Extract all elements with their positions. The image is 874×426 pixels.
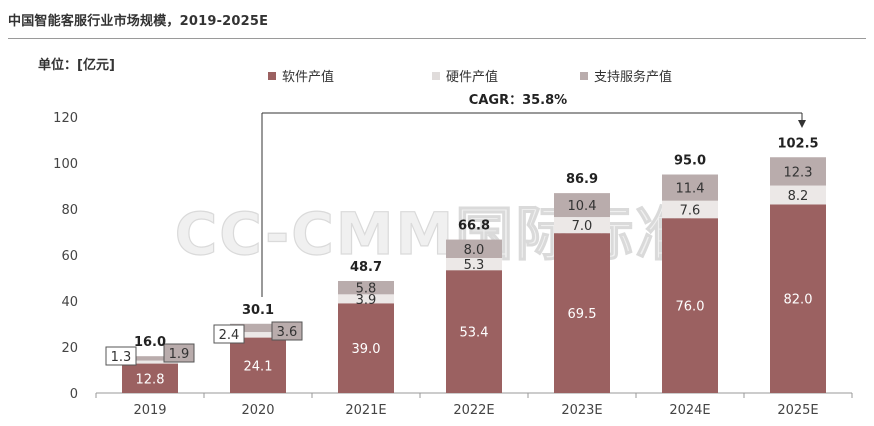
bar-segment-software bbox=[338, 303, 394, 393]
bar-segment-software bbox=[554, 233, 610, 393]
bar-segment-support bbox=[122, 356, 178, 361]
data-label-support: 5.8 bbox=[356, 282, 377, 297]
bar-segment-hardware bbox=[554, 217, 610, 234]
x-tick-label: 2022E bbox=[453, 403, 494, 418]
bar-segment-support bbox=[662, 174, 718, 201]
data-label-support: 12.3 bbox=[784, 165, 813, 180]
x-tick-label: 2020 bbox=[241, 403, 274, 418]
y-tick-label: 0 bbox=[70, 387, 78, 402]
bar-segment-hardware bbox=[230, 332, 286, 338]
total-label: 95.0 bbox=[674, 154, 706, 169]
data-label-support: 10.4 bbox=[568, 199, 597, 214]
x-tick-label: 2024E bbox=[669, 403, 710, 418]
legend-swatch-support bbox=[580, 71, 588, 80]
x-tick-label: 2023E bbox=[561, 403, 602, 418]
unit-label: 单位：[亿元] bbox=[38, 58, 115, 73]
legend-item-support: 支持服务产值 bbox=[580, 66, 672, 85]
bar-segment-support bbox=[770, 157, 826, 186]
y-tick-label: 60 bbox=[61, 249, 78, 264]
bar-segment-hardware bbox=[122, 360, 178, 364]
chart-title: 中国智能客服行业市场规模，2019-2025E bbox=[8, 14, 269, 29]
total-label: 102.5 bbox=[777, 136, 818, 151]
label-box-support bbox=[163, 343, 195, 363]
bar-segment-support bbox=[338, 280, 394, 295]
y-tick-label: 80 bbox=[61, 203, 78, 218]
data-label-software: 82.0 bbox=[784, 293, 813, 308]
y-tick-label: 100 bbox=[53, 157, 78, 172]
bar-segment-support bbox=[230, 323, 286, 333]
cagr-label: CAGR：35.8% bbox=[469, 93, 567, 108]
data-label-hardware: 1.3 bbox=[111, 350, 132, 365]
y-tick-label: 40 bbox=[61, 295, 78, 310]
data-label-software: 53.4 bbox=[460, 326, 489, 341]
bar-segment-software bbox=[770, 204, 826, 393]
bar-segment-hardware bbox=[770, 185, 826, 205]
legend-item-software: 软件产值 bbox=[268, 66, 334, 85]
bar-segment-hardware bbox=[446, 257, 502, 271]
data-label-hardware: 3.9 bbox=[356, 293, 377, 308]
total-label: 30.1 bbox=[242, 303, 274, 318]
legend-label-hardware: 硬件产值 bbox=[446, 70, 499, 85]
x-tick-label: 2025E bbox=[777, 403, 818, 418]
data-label-support: 1.9 bbox=[169, 347, 190, 362]
total-label: 48.7 bbox=[350, 260, 382, 275]
x-tick-label: 2019 bbox=[133, 403, 166, 418]
cagr-arrowhead bbox=[798, 120, 806, 128]
data-label-hardware: 8.2 bbox=[788, 189, 809, 204]
bar-segment-hardware bbox=[662, 200, 718, 219]
data-label-support: 3.6 bbox=[277, 325, 298, 340]
label-box-hardware bbox=[105, 346, 137, 366]
legend-swatch-hardware bbox=[432, 71, 440, 80]
legend-label-software: 软件产值 bbox=[282, 70, 335, 85]
data-label-software: 69.5 bbox=[568, 307, 597, 322]
total-label: 66.8 bbox=[458, 219, 490, 234]
data-label-hardware: 7.6 bbox=[680, 203, 701, 218]
data-label-hardware: 5.3 bbox=[464, 258, 485, 273]
data-label-support: 11.4 bbox=[676, 182, 705, 197]
data-label-hardware: 7.0 bbox=[572, 219, 593, 234]
y-tick-label: 120 bbox=[53, 111, 78, 126]
data-label-support: 8.0 bbox=[464, 243, 485, 258]
bar-segment-software bbox=[446, 270, 502, 393]
legend-swatch-software bbox=[268, 71, 276, 80]
label-box-support bbox=[271, 321, 303, 341]
data-label-software: 39.0 bbox=[352, 342, 381, 357]
bar-segment-support bbox=[446, 239, 502, 258]
total-label: 86.9 bbox=[566, 172, 598, 187]
bar-segment-support bbox=[554, 193, 610, 218]
bar-segment-software bbox=[230, 337, 286, 393]
legend-label-support: 支持服务产值 bbox=[594, 70, 673, 85]
data-label-software: 24.1 bbox=[244, 359, 273, 374]
title-divider bbox=[8, 38, 866, 39]
legend-item-hardware: 硬件产值 bbox=[432, 66, 498, 85]
data-label-software: 76.0 bbox=[676, 300, 705, 315]
bar-segment-software bbox=[662, 218, 718, 393]
bar-segment-software bbox=[122, 363, 178, 393]
legend: 软件产值 硬件产值 支持服务产值 bbox=[0, 66, 874, 86]
y-tick-label: 20 bbox=[61, 341, 78, 356]
data-label-hardware: 2.4 bbox=[219, 328, 240, 343]
watermark: CC-CMM国际标准 bbox=[175, 200, 696, 268]
x-tick-label: 2021E bbox=[345, 403, 386, 418]
total-label: 16.0 bbox=[134, 335, 166, 350]
data-label-software: 12.8 bbox=[136, 372, 165, 387]
bar-segment-hardware bbox=[338, 294, 394, 304]
label-box-hardware bbox=[213, 324, 245, 344]
